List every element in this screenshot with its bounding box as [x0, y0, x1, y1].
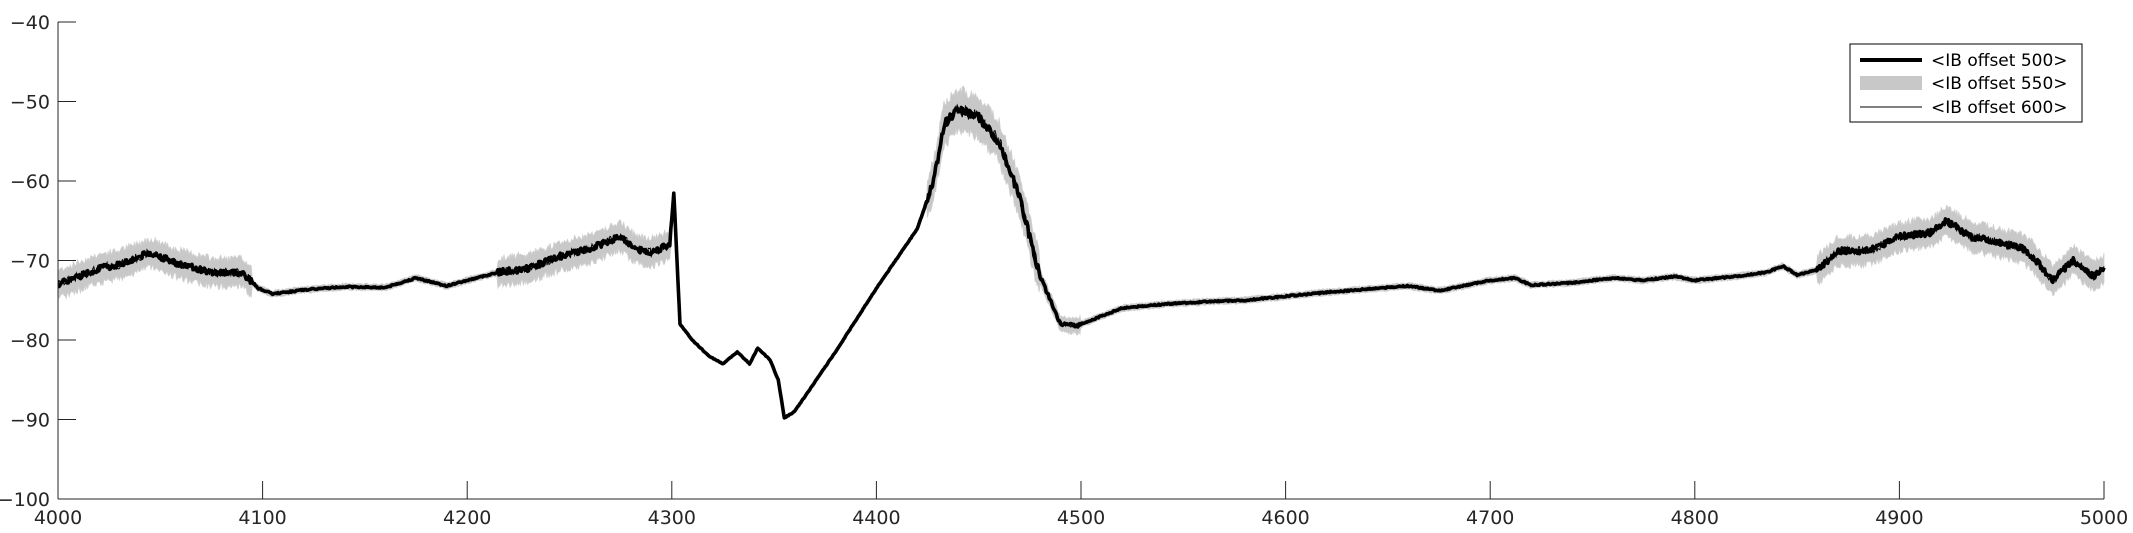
legend-label-series-3: <IB offset 600>	[1931, 98, 2068, 118]
series-lines	[57, 103, 2106, 420]
series-3-line	[57, 103, 2105, 419]
x-tick-label: 4200	[443, 507, 491, 529]
y-tick-label: −40	[10, 12, 50, 34]
series-2-band	[57, 85, 2105, 421]
series-1-line	[57, 105, 2106, 420]
x-tick-label: 4700	[1466, 507, 1514, 529]
x-tick-label: 4300	[648, 507, 696, 529]
axes	[57, 21, 2105, 500]
y-tick-label: −60	[10, 171, 50, 193]
x-tick-label: 4100	[238, 507, 286, 529]
x-tick-label: 4400	[852, 507, 900, 529]
x-tick-label: 4600	[1261, 507, 1309, 529]
y-tick-label: −80	[10, 330, 50, 352]
grey-noise-band	[57, 85, 2105, 421]
x-tick-label: 4000	[34, 507, 82, 529]
x-tick-label: 4900	[1875, 507, 1923, 529]
x-tick-label: 5000	[2080, 507, 2128, 529]
y-tick-label: −70	[10, 251, 50, 273]
legend: <IB offset 500> <IB offset 550> <IB offs…	[1849, 43, 2083, 123]
y-tick-label: −90	[10, 410, 50, 432]
x-tick-label: 4800	[1671, 507, 1719, 529]
y-tick-label: −50	[10, 92, 50, 114]
legend-label-series-1: <IB offset 500>	[1931, 51, 2068, 71]
y-tick-label: −100	[0, 489, 50, 511]
legend-label-series-2: <IB offset 550>	[1931, 74, 2068, 94]
tick-labels: 4000 4100 4200 4300 4400 4500 4600 4700 4800 4900…	[0, 12, 2128, 529]
legend-swatch-series-2	[1860, 76, 1922, 90]
x-tick-label: 4500	[1057, 507, 1105, 529]
